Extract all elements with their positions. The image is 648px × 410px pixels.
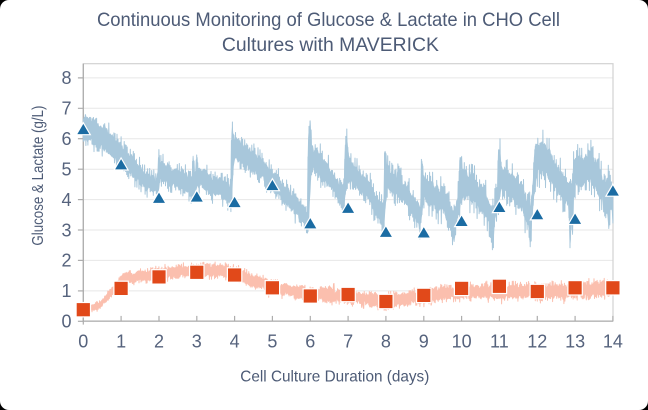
svg-text:11: 11	[490, 332, 509, 352]
svg-text:6: 6	[61, 129, 71, 149]
svg-text:3: 3	[192, 332, 202, 352]
svg-text:2: 2	[154, 332, 164, 352]
svg-text:9: 9	[419, 332, 429, 352]
svg-text:8: 8	[381, 332, 391, 352]
svg-text:Glucose & Lactate (g/L): Glucose & Lactate (g/L)	[30, 106, 47, 246]
svg-text:0: 0	[61, 312, 71, 332]
svg-text:3: 3	[61, 220, 71, 240]
svg-text:7: 7	[343, 332, 353, 352]
svg-text:1: 1	[116, 332, 126, 352]
svg-text:1: 1	[61, 281, 71, 301]
svg-text:2: 2	[61, 251, 71, 271]
svg-text:12: 12	[527, 332, 547, 352]
svg-text:6: 6	[305, 332, 315, 352]
svg-text:0: 0	[78, 332, 88, 352]
svg-text:14: 14	[603, 332, 623, 352]
svg-text:5: 5	[267, 332, 277, 352]
svg-text:Cell Culture Duration (days): Cell Culture Duration (days)	[240, 369, 429, 386]
svg-text:10: 10	[452, 332, 472, 352]
svg-text:Cultures with MAVERICK: Cultures with MAVERICK	[222, 34, 439, 56]
svg-text:4: 4	[61, 190, 71, 210]
svg-text:13: 13	[565, 332, 585, 352]
svg-text:8: 8	[61, 68, 71, 88]
svg-text:Continuous Monitoring of Gluco: Continuous Monitoring of Glucose & Lacta…	[97, 9, 560, 31]
svg-text:5: 5	[61, 160, 71, 180]
svg-text:7: 7	[61, 99, 71, 119]
svg-text:4: 4	[230, 332, 240, 352]
